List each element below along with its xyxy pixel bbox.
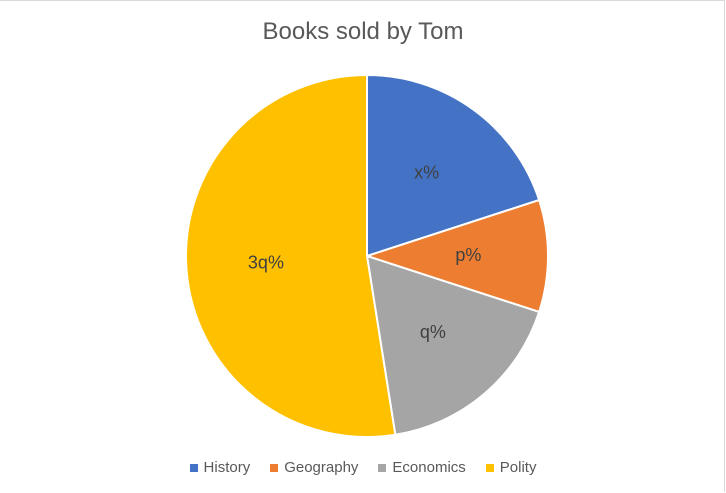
data-label-geography: p% [455,245,481,265]
data-label-economics: q% [420,322,446,342]
pie-slices [185,73,549,438]
pie-labels: x% p% q% 3q% [248,163,481,342]
legend-swatch [189,463,198,472]
chart-legend: History Geography Economics Polity [0,459,726,476]
data-label-history: x% [414,163,439,183]
pie-slice-economics [365,254,541,436]
legend-item-economics: Economics [378,459,466,476]
legend-item-history: History [189,459,251,476]
legend-label: History [203,459,251,476]
legend-label: Economics [392,459,466,476]
legend-swatch [485,463,494,472]
pie-slice-polity [185,73,397,438]
legend-swatch [270,463,279,472]
data-label-polity: 3q% [248,253,284,273]
chart-title: Books sold by Tom [262,18,464,45]
legend-item-geography: Geography [270,459,358,476]
legend-item-polity: Polity [485,459,537,476]
legend-label: Polity [499,459,537,476]
legend-swatch [378,463,387,472]
pie-slice-geography [363,198,549,314]
legend-label: Geography [284,459,359,476]
pie-slice-history [366,73,541,258]
